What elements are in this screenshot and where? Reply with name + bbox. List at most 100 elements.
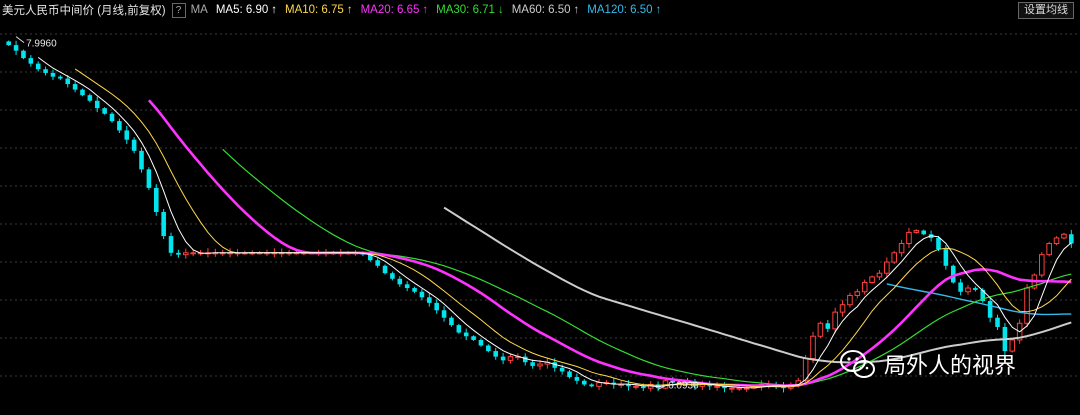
arrow-up-icon: ↑ — [655, 4, 662, 16]
candle-body — [404, 284, 410, 289]
candle-body — [161, 212, 166, 237]
moving-averages — [37, 56, 1072, 389]
ma-legend-value: MA5: 6.90 — [215, 4, 269, 16]
ma-legend-value: MA30: 6.71 — [436, 4, 495, 16]
help-icon[interactable]: ? — [171, 2, 186, 18]
candlesticks — [6, 40, 1074, 393]
candle-body — [58, 76, 63, 79]
candle — [102, 107, 107, 115]
ma-legend-ma20: MA20: 6.65 ↑ — [361, 4, 429, 16]
candle-body — [441, 310, 447, 318]
candle — [507, 353, 514, 364]
candle-body — [743, 387, 750, 390]
candle — [1069, 229, 1074, 248]
candle — [58, 75, 63, 81]
candle-body — [434, 302, 439, 311]
candle — [906, 227, 912, 249]
candle-body — [1009, 339, 1016, 352]
candle-body — [943, 249, 949, 266]
candle-body — [596, 382, 602, 387]
annotation-label: 6.0930 — [668, 380, 699, 391]
candle-body — [382, 265, 388, 274]
settings-ma-button[interactable]: 设置均线 — [1018, 2, 1074, 19]
candle-body — [611, 382, 617, 385]
candle-body — [367, 254, 373, 261]
candle-body — [670, 380, 676, 383]
candle-body — [43, 69, 48, 73]
candle — [898, 239, 905, 257]
candle — [486, 344, 491, 353]
candle-body — [921, 230, 927, 235]
candle — [1039, 252, 1045, 278]
arrow-up-icon: ↑ — [271, 4, 277, 16]
candle — [633, 383, 639, 390]
candle-body — [153, 187, 159, 213]
candle — [449, 316, 454, 327]
candle — [936, 235, 941, 252]
candle-body — [507, 356, 514, 361]
candle-body — [65, 78, 71, 85]
arrow-up-icon: ↑ — [573, 4, 580, 16]
candle — [589, 383, 594, 388]
candle — [65, 75, 71, 88]
arrow-up-icon: ↑ — [422, 4, 429, 16]
ma-legend-ma30: MA30: 6.71 ↓ — [436, 4, 504, 16]
candle — [839, 300, 846, 317]
candle-body — [618, 383, 624, 386]
candle-body — [884, 261, 890, 274]
candle — [530, 359, 535, 369]
candle — [1061, 232, 1067, 240]
candle — [28, 55, 34, 67]
candle-body — [412, 288, 417, 292]
candle-body — [419, 291, 425, 298]
candle-body — [581, 380, 587, 385]
candle — [832, 307, 838, 334]
candle-body — [898, 243, 905, 254]
candle — [434, 299, 439, 314]
candle-body — [707, 384, 713, 387]
candle-body — [810, 335, 816, 359]
candle — [375, 258, 380, 268]
chart-title: 美元人民币中间价 (月线,前复权) — [2, 5, 166, 17]
candle — [1046, 241, 1052, 257]
candle-body — [139, 150, 144, 170]
candle-body — [456, 325, 462, 333]
candle-body — [50, 72, 56, 77]
candle-body — [471, 336, 476, 340]
candle — [390, 271, 395, 281]
candle-body — [722, 386, 727, 389]
candle-body — [1039, 254, 1045, 276]
candle-body — [980, 289, 986, 302]
watermark: 局外人的视界 — [838, 348, 1016, 380]
candle-body — [965, 287, 971, 293]
candle — [574, 373, 580, 385]
candle-body — [839, 304, 846, 313]
candle-body — [589, 384, 594, 387]
candle — [825, 319, 831, 333]
ma-legend-value: MA20: 6.65 — [360, 4, 420, 16]
candle-body — [1053, 237, 1060, 245]
candle — [950, 264, 956, 284]
candle — [190, 249, 196, 257]
candle-body — [530, 362, 535, 366]
candle — [161, 209, 166, 240]
candle — [50, 69, 56, 80]
candle — [581, 379, 587, 387]
candle-body — [876, 272, 883, 278]
candle-body — [463, 332, 469, 337]
candle — [168, 232, 174, 257]
candle-body — [21, 50, 26, 59]
candle — [965, 285, 971, 295]
candle-body — [72, 84, 78, 90]
candle — [522, 353, 528, 366]
candle-body — [13, 45, 19, 51]
candle — [1009, 338, 1016, 353]
candle-body — [832, 311, 838, 330]
candle — [500, 352, 506, 365]
candle — [183, 248, 189, 259]
candle-body — [397, 278, 403, 285]
candle — [493, 347, 499, 360]
candle — [884, 257, 890, 278]
candle — [13, 40, 19, 56]
candle-body — [950, 265, 956, 283]
